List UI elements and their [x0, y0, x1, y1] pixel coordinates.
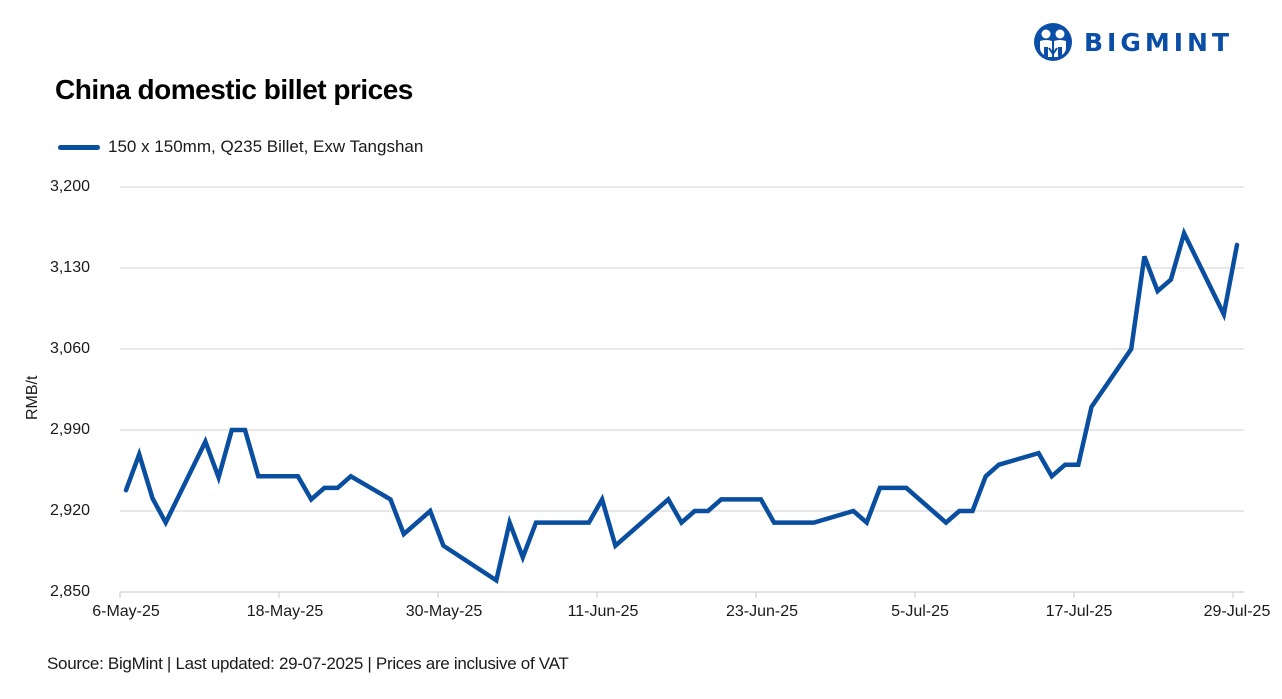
- legend: 150 x 150mm, Q235 Billet, Exw Tangshan: [58, 137, 423, 157]
- bigmint-people-icon: [1034, 23, 1072, 61]
- gridlines: [120, 186, 1244, 512]
- x-tick: 18-May-25: [246, 603, 324, 620]
- logo-text: BIGMINT: [1084, 27, 1234, 57]
- legend-swatch: [58, 144, 100, 150]
- source-note: Source: BigMint | Last updated: 29-07-20…: [47, 654, 569, 673]
- x-tick: 11-Jun-25: [567, 603, 639, 620]
- y-tick: 2,920: [49, 502, 90, 519]
- y-tick: 3,130: [49, 259, 90, 276]
- y-tick: 3,060: [49, 340, 90, 357]
- legend-label: 150 x 150mm, Q235 Billet, Exw Tangshan: [108, 137, 424, 156]
- x-tick: 23-Jun-25: [725, 603, 799, 620]
- x-tick: 6-May-25: [92, 603, 160, 620]
- x-axis: [119, 591, 1244, 598]
- chart-title: China domestic billet prices: [55, 74, 413, 105]
- x-tick: 30-May-25: [405, 603, 483, 620]
- x-tick: 17-Jul-25: [1045, 603, 1113, 620]
- x-tick: 5-Jul-25: [891, 603, 949, 620]
- y-tick: 2,850: [49, 583, 90, 600]
- y-tick: 3,200: [49, 178, 90, 195]
- y-tick: 2,990: [49, 421, 90, 438]
- series-line: [123, 227, 1240, 585]
- x-tick: 29-Jul-25: [1203, 603, 1271, 620]
- bigmint-logo: BIGMINT: [1032, 22, 1233, 62]
